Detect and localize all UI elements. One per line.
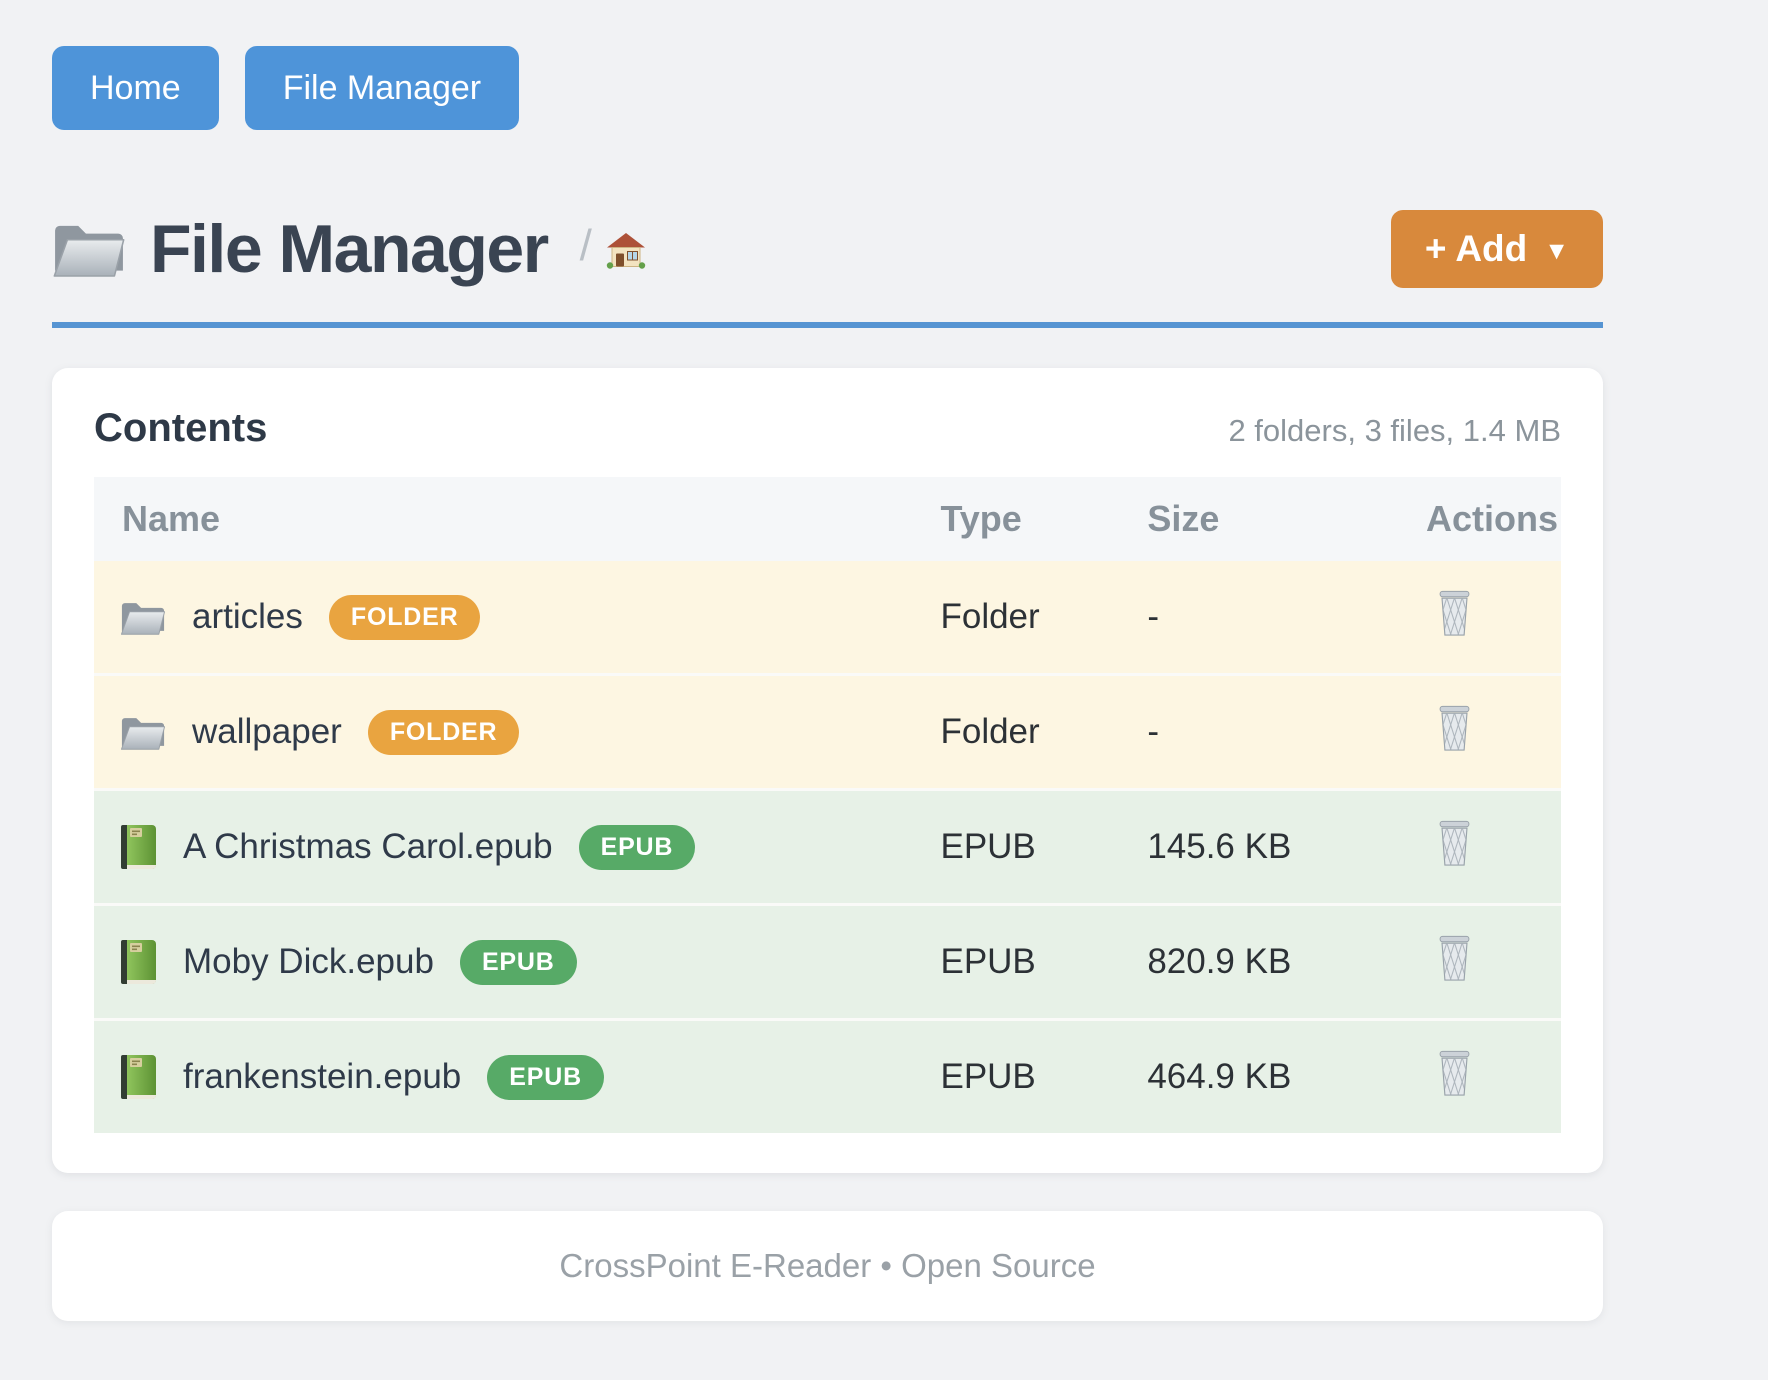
book-icon [120,1053,157,1101]
size-cell: - [1147,561,1427,676]
nav-home-button[interactable]: Home [52,46,219,130]
trash-icon [1438,704,1471,752]
size-cell: - [1147,674,1427,791]
breadcrumb-separator: / [579,221,592,270]
contents-card-header: Contents 2 folders, 3 files, 1.4 MB [94,406,1561,451]
table-row[interactable]: wallpaper FOLDER Folder - [94,674,1561,791]
file-name: A Christmas Carol.epub [183,827,553,866]
book-icon [120,823,157,871]
type-cell: Folder [940,674,1148,791]
size-cell: 820.9 KB [1147,904,1427,1021]
footer: CrossPoint E-Reader • Open Source [52,1211,1603,1321]
type-badge: EPUB [578,824,696,870]
type-cell: EPUB [940,904,1148,1021]
folder-icon [120,713,166,752]
type-badge: FOLDER [367,709,520,755]
add-button-label: + Add [1424,228,1528,269]
caret-down-icon: ▼ [1544,237,1569,265]
type-cell: EPUB [940,1019,1148,1133]
delete-button[interactable] [1438,819,1471,867]
file-name: wallpaper [192,712,342,751]
trash-icon [1438,1049,1471,1097]
column-header-size: Size [1147,477,1427,561]
top-nav: Home File Manager [52,46,1603,130]
folder-icon [52,218,126,280]
trash-icon [1438,819,1471,867]
add-button[interactable]: + Add ▼ [1390,210,1603,288]
column-header-name: Name [94,477,941,561]
footer-text: CrossPoint E-Reader • Open Source [559,1247,1096,1284]
home-icon[interactable] [606,232,646,270]
file-name: Moby Dick.epub [183,942,434,981]
type-cell: EPUB [940,789,1148,906]
delete-button[interactable] [1438,589,1471,637]
files-table: Name Type Size Actions articles FOLDER F… [94,477,1561,1133]
contents-card: Contents 2 folders, 3 files, 1.4 MB Name… [52,368,1603,1173]
column-header-type: Type [940,477,1148,561]
column-header-actions: Actions [1426,477,1561,561]
delete-button[interactable] [1438,1049,1471,1097]
table-row[interactable]: Moby Dick.epub EPUB EPUB 820.9 KB [94,904,1561,1021]
table-row[interactable]: articles FOLDER Folder - [94,561,1561,676]
file-name: frankenstein.epub [183,1057,462,1096]
page-header: File Manager / + Add ▼ [52,210,1603,288]
type-badge: EPUB [487,1054,604,1100]
delete-button[interactable] [1438,934,1471,982]
book-icon [120,938,157,986]
table-header-row: Name Type Size Actions [94,477,1561,561]
file-name: articles [192,597,303,636]
size-cell: 145.6 KB [1147,789,1427,906]
type-badge: EPUB [459,939,577,985]
breadcrumb: / [580,224,646,274]
folder-icon [120,598,166,637]
size-cell: 464.9 KB [1147,1019,1427,1133]
type-cell: Folder [940,561,1148,676]
delete-button[interactable] [1438,704,1471,752]
title-divider [52,322,1603,328]
table-row[interactable]: frankenstein.epub EPUB EPUB 464.9 KB [94,1019,1561,1133]
contents-heading: Contents [94,406,268,450]
trash-icon [1438,589,1471,637]
table-row[interactable]: A Christmas Carol.epub EPUB EPUB 145.6 K… [94,789,1561,906]
page: Home File Manager File Manager / + Add ▼… [52,46,1603,1321]
type-badge: FOLDER [328,594,481,640]
nav-file-manager-button[interactable]: File Manager [244,46,520,130]
trash-icon [1438,934,1471,982]
contents-summary: 2 folders, 3 files, 1.4 MB [1228,413,1561,448]
page-title: File Manager [150,211,549,287]
